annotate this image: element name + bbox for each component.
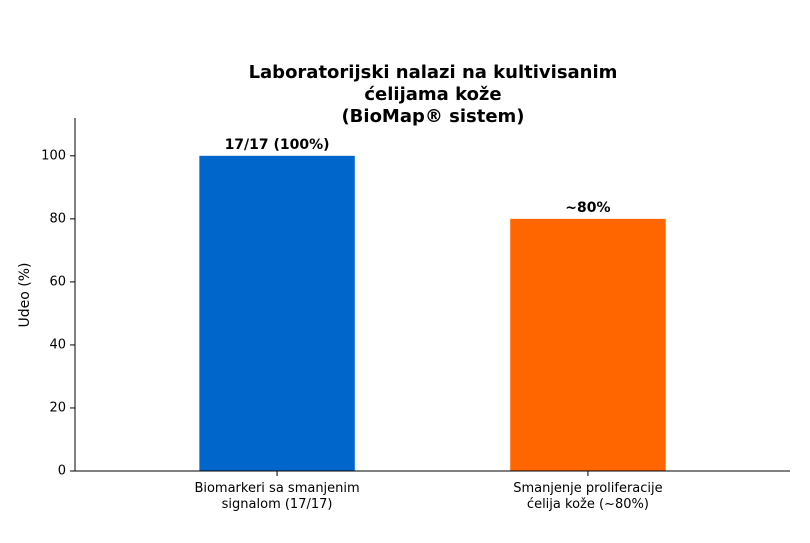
- y-tick-label: 20: [49, 400, 66, 415]
- y-axis-label: Udeo (%): [17, 263, 33, 328]
- x-tick-label: Smanjenje proliferacije ćelija kože (~80…: [513, 481, 663, 512]
- y-tick-label: 40: [49, 337, 66, 352]
- y-tick-label: 100: [41, 148, 66, 163]
- bar: [199, 155, 355, 472]
- chart-title: Laboratorijski nalazi na kultivisanim će…: [248, 62, 618, 127]
- y-tick-label: 80: [49, 211, 66, 226]
- y-tick-label: 0: [58, 464, 66, 479]
- y-tick-label: 60: [49, 274, 66, 289]
- value-label: ~80%: [565, 200, 610, 216]
- bar: [510, 218, 666, 471]
- x-tick-label: Biomarkeri sa smanjenim signalom (17/17): [194, 481, 360, 512]
- value-label: 17/17 (100%): [225, 137, 330, 153]
